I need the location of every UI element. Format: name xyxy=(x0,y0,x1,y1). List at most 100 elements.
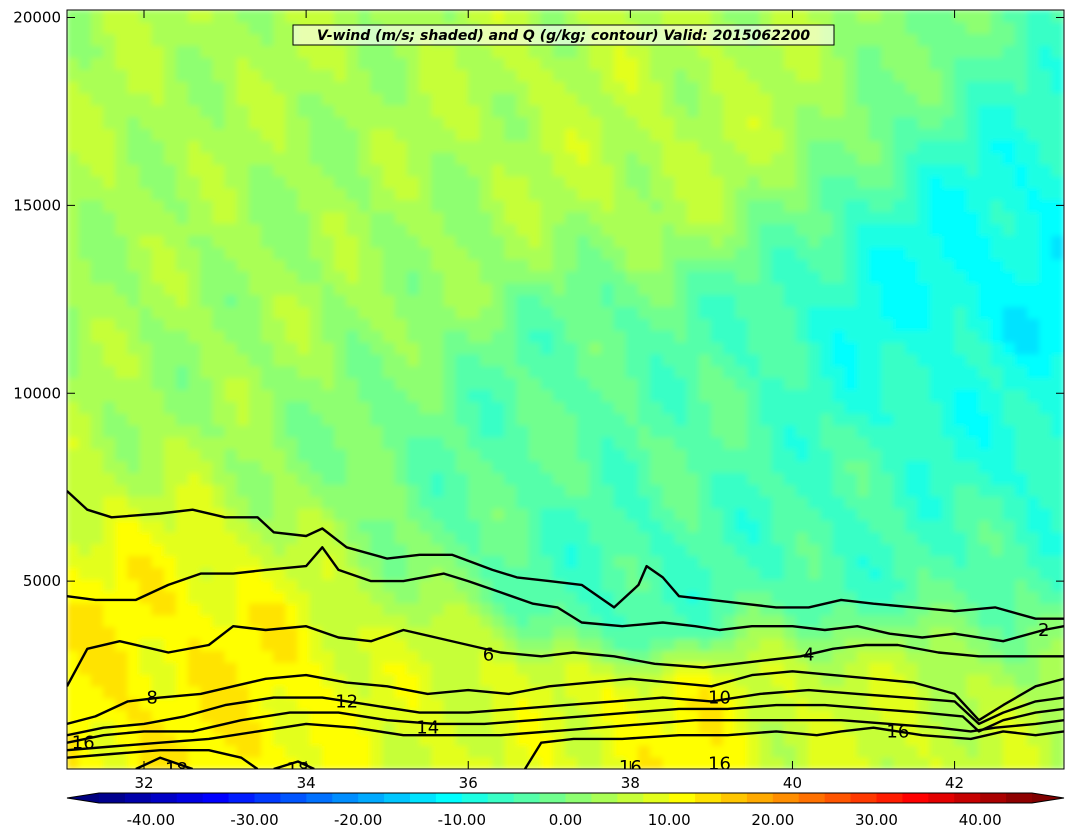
vwind-cell xyxy=(127,329,141,343)
vwind-cell xyxy=(346,45,360,58)
vwind-cell xyxy=(261,56,275,70)
vwind-cell xyxy=(273,353,287,367)
vwind-cell xyxy=(978,626,992,640)
vwind-cell xyxy=(735,732,749,746)
vwind-cell xyxy=(261,400,275,414)
vwind-cell xyxy=(333,519,348,533)
vwind-cell xyxy=(236,258,250,272)
vwind-cell xyxy=(382,258,396,272)
vwind-cell xyxy=(67,258,80,272)
vwind-cell xyxy=(455,80,469,94)
vwind-cell xyxy=(358,341,372,355)
vwind-cell xyxy=(966,472,980,485)
vwind-cell xyxy=(601,495,615,509)
vwind-cell xyxy=(333,10,348,23)
vwind-cell xyxy=(552,282,566,296)
vwind-cell xyxy=(881,377,895,390)
vwind-cell xyxy=(188,80,202,94)
vwind-cell xyxy=(990,448,1004,462)
vwind-cell xyxy=(163,495,177,509)
vwind-cell xyxy=(796,578,810,592)
vwind-cell xyxy=(917,531,931,545)
vwind-cell xyxy=(358,151,372,165)
vwind-cell xyxy=(102,602,117,616)
vwind-cell xyxy=(419,412,433,426)
vwind-cell xyxy=(966,175,980,189)
vwind-cell xyxy=(175,151,190,165)
vwind-cell xyxy=(321,199,335,213)
vwind-cell xyxy=(346,685,360,699)
vwind-cell xyxy=(905,317,919,331)
vwind-cell xyxy=(248,187,263,201)
vwind-cell xyxy=(151,258,165,272)
vwind-cell xyxy=(67,329,80,343)
vwind-cell xyxy=(966,68,980,82)
vwind-cell xyxy=(90,400,104,414)
vwind-cell xyxy=(868,104,883,118)
vwind-cell xyxy=(431,92,445,106)
vwind-cell xyxy=(200,317,214,331)
vwind-cell xyxy=(625,211,639,224)
vwind-cell xyxy=(151,305,165,319)
vwind-cell xyxy=(115,519,129,533)
vwind-cell xyxy=(625,436,639,450)
vwind-cell xyxy=(382,638,396,651)
vwind-cell xyxy=(674,10,688,23)
vwind-cell xyxy=(674,246,688,260)
vwind-cell xyxy=(151,424,165,438)
vwind-cell xyxy=(710,400,725,414)
vwind-cell xyxy=(455,282,469,296)
vwind-cell xyxy=(115,234,129,248)
vwind-cell xyxy=(565,56,579,70)
vwind-cell xyxy=(261,222,275,236)
vwind-cell xyxy=(175,638,190,651)
vwind-cell xyxy=(954,507,968,521)
vwind-cell xyxy=(139,270,153,284)
vwind-cell xyxy=(686,175,700,189)
vwind-cell xyxy=(528,116,542,130)
vwind-cell xyxy=(686,139,700,153)
vwind-cell xyxy=(686,543,700,557)
vwind-cell xyxy=(1002,10,1016,23)
vwind-cell xyxy=(127,10,141,23)
vwind-cell xyxy=(151,222,165,236)
vwind-cell xyxy=(796,673,810,687)
vwind-cell xyxy=(67,697,80,711)
vwind-cell xyxy=(613,305,627,319)
vwind-cell xyxy=(990,673,1004,687)
vwind-cell xyxy=(783,448,798,462)
vwind-cell xyxy=(941,495,956,509)
vwind-cell xyxy=(261,10,275,23)
vwind-cell xyxy=(139,246,153,260)
vwind-cell xyxy=(905,472,919,485)
vwind-cell xyxy=(565,139,579,153)
vwind-cell xyxy=(431,270,445,284)
vwind-cell xyxy=(565,92,579,106)
vwind-cell xyxy=(735,460,749,474)
vwind-cell xyxy=(78,294,92,307)
vwind-cell xyxy=(309,353,323,367)
vwind-cell xyxy=(516,234,530,248)
vwind-cell xyxy=(601,531,615,545)
vwind-cell xyxy=(552,305,566,319)
vwind-cell xyxy=(261,270,275,284)
vwind-cell xyxy=(929,377,943,390)
vwind-cell xyxy=(868,294,883,307)
vwind-cell xyxy=(504,661,518,675)
vwind-cell xyxy=(394,448,408,462)
vwind-cell xyxy=(1002,199,1016,213)
vwind-cell xyxy=(419,460,433,474)
vwind-cell xyxy=(856,139,870,153)
vwind-cell xyxy=(139,436,153,450)
vwind-cell xyxy=(650,614,664,628)
vwind-cell xyxy=(759,519,773,533)
vwind-cell xyxy=(419,472,433,485)
vwind-cell xyxy=(771,531,785,545)
vwind-cell xyxy=(346,377,360,390)
vwind-cell xyxy=(443,199,457,213)
vwind-cell xyxy=(613,638,627,651)
vwind-cell xyxy=(808,305,822,319)
vwind-cell xyxy=(479,483,494,497)
vwind-cell xyxy=(443,294,457,307)
vwind-cell xyxy=(212,258,226,272)
